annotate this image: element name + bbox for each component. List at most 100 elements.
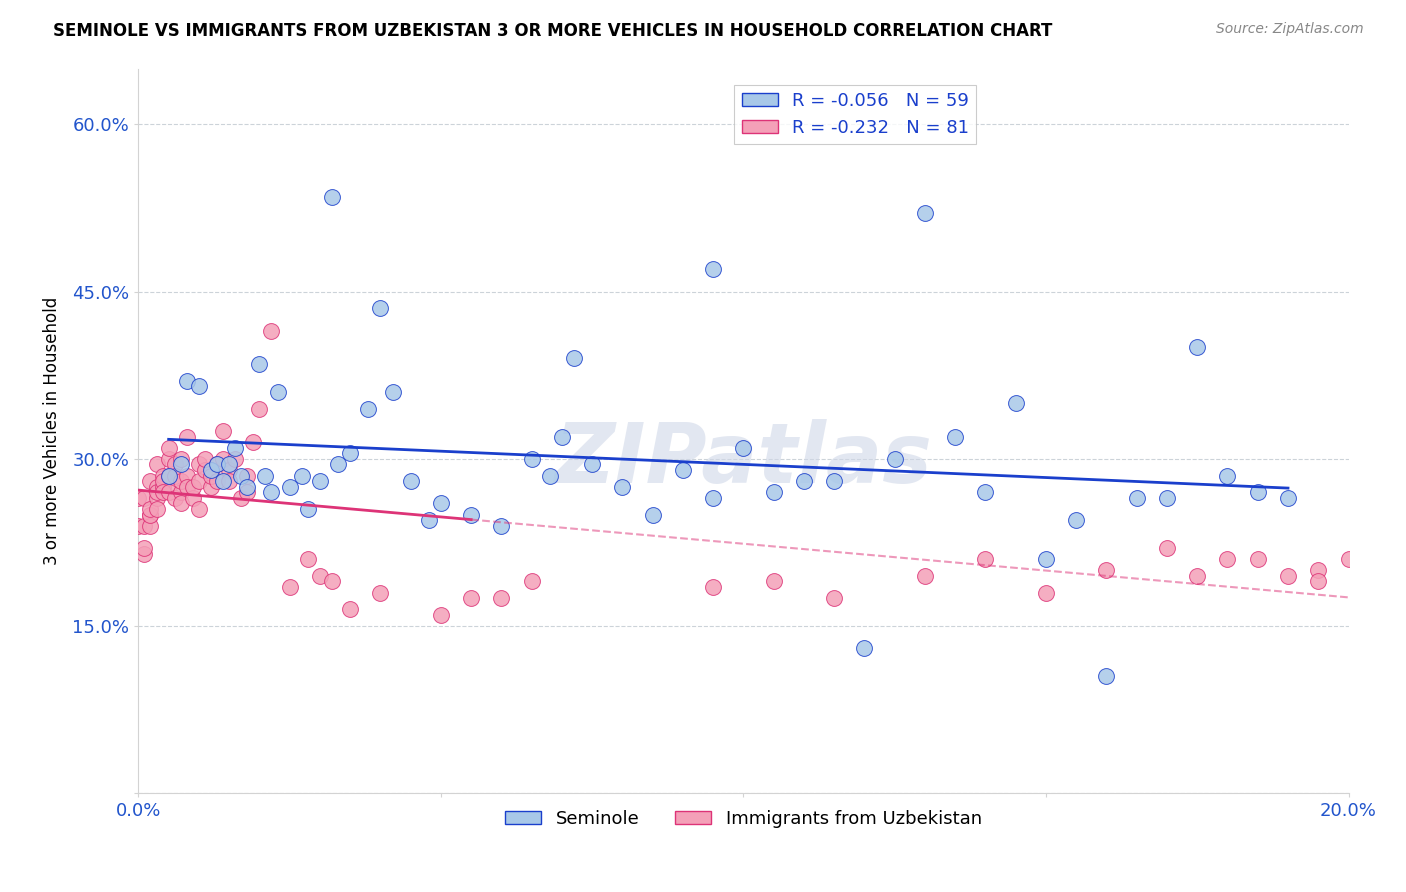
Point [187, 474, 209, 488]
Point [823, 591, 845, 606]
Point [266, 384, 288, 399]
Point [460, 591, 482, 606]
Point [974, 485, 997, 500]
Point [152, 485, 174, 500]
Point [1216, 552, 1239, 566]
Point [181, 491, 204, 505]
Point [145, 502, 167, 516]
Point [278, 580, 301, 594]
Point [236, 480, 259, 494]
Point [1308, 574, 1330, 589]
Point [291, 468, 314, 483]
Point [260, 324, 283, 338]
Point [418, 513, 440, 527]
Point [339, 602, 361, 616]
Point [1247, 552, 1270, 566]
Point [200, 463, 222, 477]
Point [793, 474, 815, 488]
Point [672, 463, 695, 477]
Point [176, 429, 198, 443]
Point [1187, 569, 1209, 583]
Point [1004, 396, 1026, 410]
Point [157, 468, 180, 483]
Point [218, 458, 240, 472]
Point [702, 491, 724, 505]
Point [187, 379, 209, 393]
Point [176, 480, 198, 494]
Point [326, 458, 349, 472]
Point [1216, 468, 1239, 483]
Point [170, 496, 193, 510]
Point [231, 468, 253, 483]
Point [157, 485, 180, 500]
Point [1095, 563, 1118, 577]
Point [194, 463, 217, 477]
Point [943, 429, 966, 443]
Point [430, 496, 453, 510]
Point [702, 580, 724, 594]
Point [218, 474, 240, 488]
Point [1308, 563, 1330, 577]
Point [170, 474, 193, 488]
Point [163, 458, 186, 472]
Point [157, 441, 180, 455]
Point [1337, 552, 1360, 566]
Point [200, 480, 222, 494]
Point [170, 485, 193, 500]
Point [914, 569, 936, 583]
Point [733, 441, 755, 455]
Point [762, 485, 785, 500]
Point [247, 357, 270, 371]
Point [205, 458, 228, 472]
Point [914, 206, 936, 220]
Point [321, 190, 343, 204]
Point [170, 451, 193, 466]
Point [200, 468, 222, 483]
Point [187, 502, 209, 516]
Point [1095, 669, 1118, 683]
Point [399, 474, 422, 488]
Point [381, 384, 404, 399]
Point [163, 491, 186, 505]
Point [152, 474, 174, 488]
Y-axis label: 3 or more Vehicles in Household: 3 or more Vehicles in Household [44, 297, 60, 565]
Point [581, 458, 603, 472]
Point [134, 547, 156, 561]
Point [139, 508, 162, 522]
Point [309, 474, 332, 488]
Point [254, 468, 277, 483]
Point [231, 491, 253, 505]
Point [194, 451, 217, 466]
Point [370, 585, 392, 599]
Point [562, 351, 585, 366]
Point [297, 552, 319, 566]
Point [1277, 491, 1299, 505]
Point [357, 401, 380, 416]
Point [139, 474, 162, 488]
Text: SEMINOLE VS IMMIGRANTS FROM UZBEKISTAN 3 OR MORE VEHICLES IN HOUSEHOLD CORRELATI: SEMINOLE VS IMMIGRANTS FROM UZBEKISTAN 3… [53, 22, 1053, 40]
Point [1156, 541, 1178, 555]
Point [127, 491, 149, 505]
Point [370, 301, 392, 316]
Point [134, 518, 156, 533]
Point [170, 458, 193, 472]
Point [1187, 340, 1209, 354]
Point [139, 502, 162, 516]
Point [212, 451, 235, 466]
Point [212, 424, 235, 438]
Point [236, 468, 259, 483]
Point [145, 458, 167, 472]
Point [157, 468, 180, 483]
Point [823, 474, 845, 488]
Point [309, 569, 332, 583]
Point [1035, 585, 1057, 599]
Point [152, 468, 174, 483]
Point [139, 518, 162, 533]
Point [127, 518, 149, 533]
Point [460, 508, 482, 522]
Point [491, 591, 513, 606]
Point [205, 474, 228, 488]
Legend: Seminole, Immigrants from Uzbekistan: Seminole, Immigrants from Uzbekistan [498, 803, 990, 835]
Point [176, 374, 198, 388]
Point [152, 480, 174, 494]
